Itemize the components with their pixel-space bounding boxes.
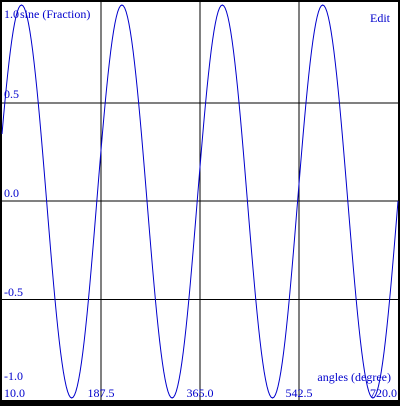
x-tick-label: 720.0 [370, 386, 397, 400]
y-axis-label: sine (Fraction) [20, 7, 90, 21]
x-tick-label: 542.5 [286, 386, 313, 400]
y-tick-labels: 1.0 0.5 0.0 -0.5 -1.0 [4, 7, 23, 383]
sine-curve [1, 4, 399, 399]
y-tick-label: 0.0 [4, 186, 19, 200]
y-tick-label: -1.0 [4, 369, 23, 383]
edit-button[interactable]: Edit [370, 11, 391, 25]
grid-lines [2, 2, 398, 400]
x-tick-label: 187.5 [88, 386, 115, 400]
x-tick-label: 365.0 [187, 386, 214, 400]
x-tick-labels: 10.0 187.5 365.0 542.5 720.0 [4, 386, 397, 400]
y-tick-label: -0.5 [4, 285, 23, 299]
x-axis-label: angles (degree) [317, 370, 391, 384]
y-tick-label: 0.5 [4, 87, 19, 101]
y-tick-label: 1.0 [4, 7, 19, 21]
x-tick-label: 10.0 [4, 386, 25, 400]
